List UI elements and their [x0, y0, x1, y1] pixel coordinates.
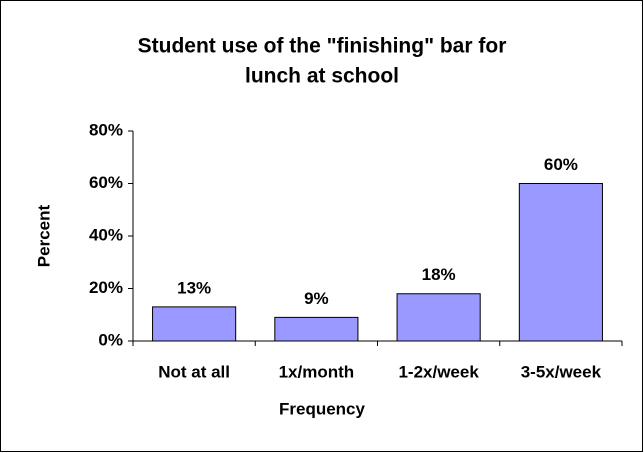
value-label: 13% — [177, 278, 211, 297]
value-label: 18% — [422, 265, 456, 284]
y-axis-label: Percent — [34, 204, 53, 267]
x-tick-label: 1x/month — [279, 362, 355, 381]
y-tick-label: 20% — [89, 278, 123, 297]
bar — [396, 293, 481, 342]
y-tick-label: 60% — [89, 173, 123, 192]
x-tick-label: 1-2x/week — [398, 362, 479, 381]
y-tick-label: 0% — [98, 330, 123, 349]
bar — [274, 316, 359, 342]
x-tick-label: 3-5x/week — [521, 362, 602, 381]
y-tick-label: 40% — [89, 225, 123, 244]
y-tick-label: 80% — [89, 120, 123, 139]
x-tick-label: Not at all — [158, 362, 230, 381]
value-label: 9% — [304, 289, 329, 308]
x-axis-label: Frequency — [279, 399, 366, 418]
bar — [518, 183, 603, 342]
chart-title: Student use of the "finishing" bar for — [138, 35, 507, 58]
chart-title: lunch at school — [245, 65, 399, 88]
value-label: 60% — [544, 155, 578, 174]
bar — [152, 306, 237, 342]
